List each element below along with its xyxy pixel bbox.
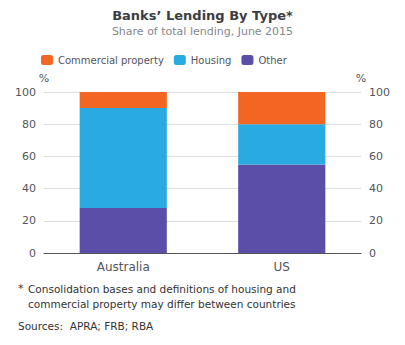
- svg-text:Share of total lending, June 2: Share of total lending, June 2015: [112, 25, 293, 38]
- svg-text:20: 20: [22, 214, 36, 227]
- svg-text:20: 20: [369, 214, 383, 227]
- svg-text:40: 40: [369, 182, 383, 195]
- svg-text:80: 80: [369, 118, 383, 131]
- svg-text:commercial property may differ: commercial property may differ between c…: [28, 298, 296, 310]
- svg-text:40: 40: [22, 182, 36, 195]
- svg-text:*: *: [18, 282, 24, 295]
- svg-text:%: %: [356, 72, 366, 85]
- svg-text:Banks’ Lending By Type*: Banks’ Lending By Type*: [112, 8, 293, 23]
- svg-text:Consolidation bases and defini: Consolidation bases and definitions of h…: [28, 283, 296, 295]
- svg-text:Australia: Australia: [97, 260, 150, 274]
- svg-text:US: US: [274, 260, 290, 274]
- svg-text:%: %: [39, 72, 49, 85]
- svg-text:0: 0: [29, 247, 36, 260]
- svg-text:Other: Other: [258, 55, 287, 66]
- svg-text:0: 0: [369, 247, 376, 260]
- svg-text:100: 100: [369, 86, 390, 99]
- svg-text:100: 100: [15, 86, 36, 99]
- svg-text:Sources: APRA; FRB; RBA: Sources: APRA; FRB; RBA: [18, 320, 154, 332]
- svg-text:80: 80: [22, 118, 36, 131]
- svg-text:Commercial property: Commercial property: [58, 55, 164, 66]
- svg-text:60: 60: [22, 150, 36, 163]
- svg-text:60: 60: [369, 150, 383, 163]
- svg-text:Housing: Housing: [191, 55, 232, 66]
